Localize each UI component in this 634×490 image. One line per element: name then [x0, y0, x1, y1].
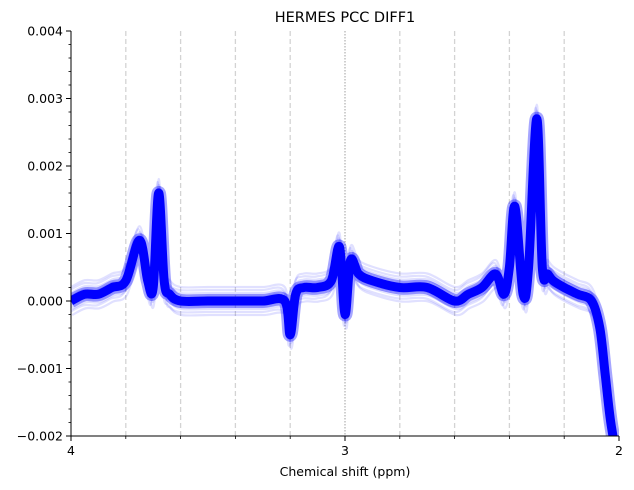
y-tick-label: 0.004: [27, 24, 63, 39]
x-tick-label: 2: [615, 443, 623, 458]
x-tick-label: 4: [67, 443, 75, 458]
data-layer: [71, 103, 619, 436]
y-tick-label: −0.001: [17, 361, 63, 376]
y-tick-label: 0.001: [27, 226, 63, 241]
axes-layer: −0.002 −0.001 0.000 0.001 0.002 0.003 0.004 4 3 2: [17, 24, 623, 459]
y-tick-label: 0.000: [27, 294, 63, 309]
series-line: [71, 114, 618, 436]
grid-layer: [125, 31, 565, 436]
series-trace: [71, 103, 617, 436]
y-tick-label: −0.002: [17, 429, 63, 444]
y-tick-label: 0.002: [27, 159, 63, 174]
y-tick-label: 0.003: [27, 91, 63, 106]
chart-title: HERMES PCC DIFF1: [275, 10, 416, 26]
x-tick-label: 3: [341, 443, 349, 458]
x-axis-label: Chemical shift (ppm): [280, 464, 411, 479]
series-group: [71, 103, 619, 436]
